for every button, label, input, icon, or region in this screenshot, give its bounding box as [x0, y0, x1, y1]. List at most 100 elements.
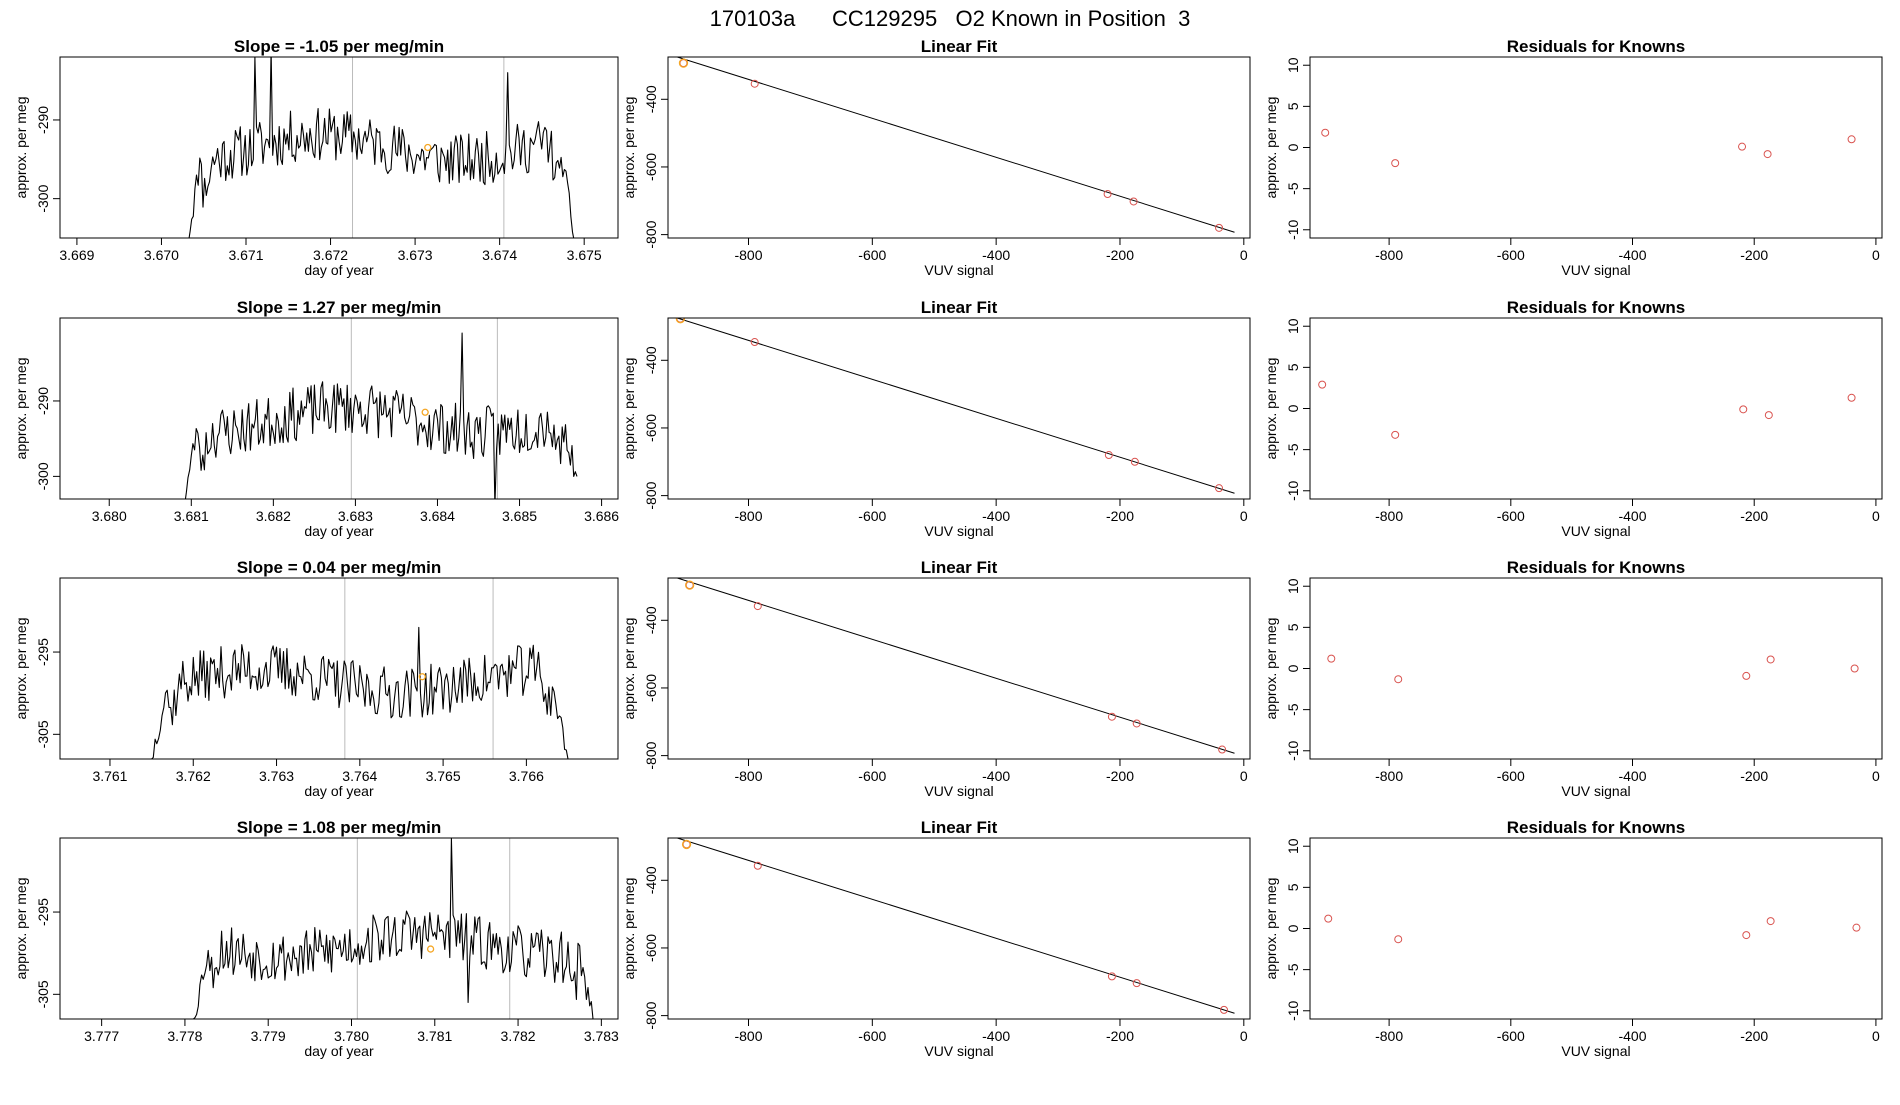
- plot-frame: [59, 837, 619, 1020]
- x-tick-label: 3.675: [567, 247, 602, 263]
- x-tick-label: 3.671: [228, 247, 263, 263]
- plot-frame: [667, 317, 1251, 500]
- y-axis-label: approx. per meg: [1263, 618, 1279, 720]
- data-point: [1739, 405, 1748, 414]
- x-tick-label: 3.765: [426, 768, 461, 784]
- panel-time-1: Slope = -1.05 per meg/min 3.669 3.670 3.671…: [13, 37, 619, 278]
- x-tick-label: 3.672: [313, 247, 348, 263]
- panel-fit-1: Linear Fit-800 -600 -400 -200 0-800-600-400V…: [621, 37, 1251, 278]
- panel-title: Slope = 1.27 per meg/min: [237, 298, 442, 317]
- highlight-point: [678, 58, 689, 68]
- x-tick-label: -600: [858, 1028, 886, 1044]
- x-tick-label: 3.682: [256, 508, 291, 524]
- y-tick-label: -600: [643, 414, 659, 442]
- mean-marker: [424, 143, 432, 152]
- x-tick-label: -200: [1106, 508, 1134, 524]
- x-tick-label: 3.673: [398, 247, 433, 263]
- data-point: [1763, 150, 1772, 159]
- series-trace: [192, 838, 594, 1019]
- x-tick-label: 3.780: [334, 1028, 369, 1044]
- panel-title: Residuals for Knowns: [1507, 37, 1686, 56]
- fit-line: [677, 838, 1235, 1014]
- data-point: [1327, 654, 1336, 663]
- y-tick-label: -600: [643, 153, 659, 181]
- y-axis-label: approx. per meg: [13, 97, 29, 199]
- y-tick-label: 0: [1285, 924, 1301, 932]
- mean-marker: [426, 945, 435, 953]
- x-tick-label: 3.781: [417, 1028, 452, 1044]
- data-point: [1394, 935, 1403, 944]
- x-tick-label: -800: [734, 247, 762, 263]
- y-axis-label: approx. per meg: [621, 358, 637, 460]
- data-point: [1738, 142, 1747, 151]
- y-tick-label: -400: [643, 866, 659, 894]
- x-axis-label: day of year: [304, 783, 374, 799]
- y-tick-label: -300: [35, 184, 51, 212]
- x-axis-label: VUV signal: [924, 262, 993, 278]
- x-tick-label: 0: [1872, 768, 1880, 784]
- y-tick-label: -400: [643, 85, 659, 113]
- panel-time-3: Slope = 0.04 per meg/min 3.761 3.762 3.763 3…: [13, 558, 619, 799]
- plot-frame: [1309, 317, 1883, 500]
- x-tick-label: 3.681: [174, 508, 209, 524]
- x-tick-label: -800: [1375, 247, 1403, 263]
- data-point: [753, 861, 762, 870]
- x-tick-label: 0: [1872, 1028, 1880, 1044]
- y-axis-label: approx. per meg: [621, 618, 637, 720]
- x-tick-label: -400: [1618, 1028, 1646, 1044]
- y-tick-label: -10: [1285, 480, 1301, 500]
- plot-area: [151, 578, 569, 759]
- x-axis-label: VUV signal: [924, 523, 993, 539]
- y-tick-label: -300: [35, 462, 51, 490]
- y-tick-label: -400: [643, 606, 659, 634]
- x-tick-label: -400: [982, 508, 1010, 524]
- data-point: [1132, 719, 1141, 728]
- panel-title: Linear Fit: [921, 558, 998, 577]
- data-point: [1742, 671, 1751, 680]
- x-tick-label: -800: [734, 768, 762, 784]
- x-tick-label: 3.763: [259, 768, 294, 784]
- x-tick-label: -600: [1497, 1028, 1525, 1044]
- panel-time-4: Slope = 1.08 per meg/min 3.777 3.778 3.779 3…: [13, 818, 619, 1059]
- y-tick-label: -295: [35, 898, 51, 926]
- data-point: [1321, 128, 1330, 137]
- x-axis-label: VUV signal: [1561, 1043, 1630, 1059]
- series-trace: [184, 332, 578, 499]
- x-tick-label: 3.783: [584, 1028, 619, 1044]
- y-tick-label: 5: [1285, 623, 1301, 631]
- y-tick-label: 10: [1285, 578, 1301, 594]
- x-tick-label: -800: [1375, 508, 1403, 524]
- data-point: [1742, 931, 1751, 940]
- x-tick-label: -200: [1106, 247, 1134, 263]
- y-tick-label: 10: [1285, 57, 1301, 73]
- x-tick-label: -200: [1740, 247, 1768, 263]
- x-tick-label: 3.777: [84, 1028, 119, 1044]
- x-axis-label: VUV signal: [1561, 262, 1630, 278]
- y-tick-label: -305: [35, 720, 51, 748]
- data-point: [1324, 914, 1333, 923]
- x-tick-label: -600: [1497, 768, 1525, 784]
- plot-area: [1321, 128, 1856, 168]
- panel-fit-2: Linear Fit-800 -600 -400 -200 0-800-600-400V…: [621, 298, 1251, 539]
- panel-title: Linear Fit: [921, 37, 998, 56]
- x-tick-label: 3.685: [502, 508, 537, 524]
- data-point: [1847, 393, 1856, 402]
- y-tick-label: 5: [1285, 102, 1301, 110]
- panel-resid-3: Residuals for Knowns -800 -600 -400 -200 0 -10…: [1263, 558, 1883, 799]
- plot-area: [677, 578, 1235, 754]
- x-tick-label: -400: [1618, 508, 1646, 524]
- data-point: [1394, 675, 1403, 684]
- plot-area: [1318, 380, 1856, 439]
- x-tick-label: 3.762: [176, 768, 211, 784]
- x-axis-label: day of year: [304, 1043, 374, 1059]
- panel-title: Slope = 1.08 per meg/min: [237, 818, 442, 837]
- panel-title: Residuals for Knowns: [1507, 298, 1686, 317]
- y-axis-label: approx. per meg: [621, 878, 637, 980]
- y-axis-label: approx. per meg: [13, 878, 29, 980]
- y-tick-label: -800: [643, 481, 659, 509]
- panel-resid-1: Residuals for Knowns -800 -600 -400 -200 0 -10…: [1263, 37, 1883, 278]
- panel-fit-3: Linear Fit-800 -600 -400 -200 0-800-600-400V…: [621, 558, 1251, 799]
- panel-resid-2: Residuals for Knowns -800 -600 -400 -200 0 -10…: [1263, 298, 1883, 539]
- x-tick-label: 3.684: [420, 508, 455, 524]
